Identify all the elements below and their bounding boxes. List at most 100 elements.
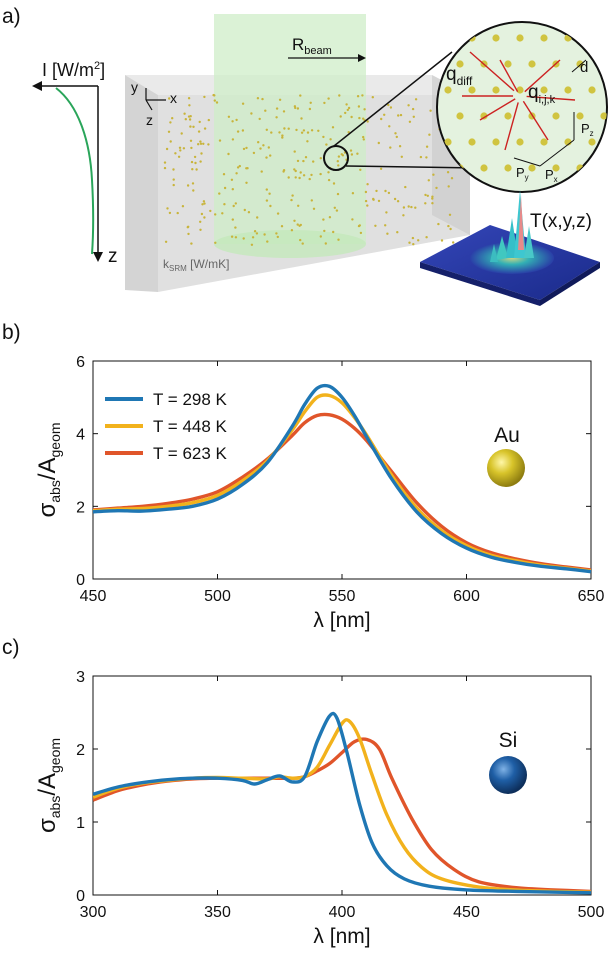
legend-entry: T = 623 K — [153, 444, 228, 463]
particle — [356, 152, 359, 155]
particle — [201, 203, 204, 206]
legend-entry: T = 448 K — [153, 417, 228, 436]
particle — [333, 206, 336, 209]
particle — [213, 94, 216, 97]
particle — [197, 143, 200, 146]
x-axis-label: λ [nm] — [313, 609, 370, 632]
particle — [388, 125, 391, 128]
lattice-particle — [504, 112, 512, 120]
particle — [282, 169, 286, 172]
lattice-particle — [468, 86, 476, 94]
particle — [281, 134, 284, 137]
particle — [275, 116, 278, 119]
particle — [199, 160, 202, 163]
particle — [308, 107, 312, 111]
particle — [262, 144, 265, 147]
particle — [258, 117, 261, 121]
particle — [190, 160, 194, 164]
particle — [344, 111, 347, 115]
x-tick-label: 300 — [80, 904, 107, 921]
particle — [241, 102, 245, 105]
particle — [310, 199, 313, 202]
particle — [296, 223, 299, 226]
particle — [235, 118, 238, 122]
particle — [252, 151, 256, 155]
series-line-298k — [93, 383, 591, 574]
particle — [351, 218, 354, 221]
particle — [270, 131, 273, 134]
particle — [398, 145, 402, 148]
particle — [299, 171, 302, 174]
particle — [428, 133, 431, 136]
particle — [306, 131, 310, 134]
particle — [231, 120, 234, 123]
particle — [337, 164, 340, 167]
particle — [232, 204, 235, 208]
particle — [193, 155, 197, 159]
intensity-profile: I [W/m2] z — [32, 60, 118, 267]
particle — [163, 166, 167, 170]
particle — [200, 212, 204, 216]
lattice-particle — [492, 86, 500, 94]
particle — [200, 152, 203, 155]
particle — [346, 108, 349, 112]
particle — [431, 202, 434, 205]
particle — [375, 189, 378, 193]
particle — [168, 97, 171, 100]
particle — [384, 189, 387, 193]
intensity-label: I [W/m2] — [42, 60, 105, 80]
particle — [238, 164, 241, 168]
material-label: Si — [499, 729, 518, 752]
particle — [450, 177, 454, 180]
particle — [357, 224, 361, 228]
y-tick-label: 2 — [76, 742, 85, 759]
particle — [227, 152, 230, 156]
particle — [190, 242, 193, 245]
particle — [192, 189, 195, 192]
particle — [178, 146, 182, 149]
lattice-particle — [528, 60, 536, 68]
py-label: Py — [516, 165, 529, 182]
particle — [189, 125, 192, 128]
particle — [432, 173, 435, 176]
thermal-conductivity-label: kSRM [W/mK] — [163, 257, 229, 273]
x-tick-label: 500 — [578, 904, 605, 921]
lattice-particle — [588, 138, 596, 146]
particle — [231, 188, 234, 191]
particle — [310, 129, 314, 132]
particle — [359, 231, 363, 235]
particle — [234, 226, 237, 229]
particle — [195, 168, 198, 171]
particle — [362, 135, 365, 139]
particle — [280, 225, 284, 228]
particle — [350, 115, 353, 119]
particle — [387, 191, 391, 195]
beam-radius-label: Rbeam — [292, 35, 332, 57]
particle — [172, 183, 175, 187]
particle — [402, 214, 405, 217]
series-line-448k — [93, 393, 591, 573]
particle — [242, 147, 246, 151]
particle — [340, 153, 343, 156]
particle — [290, 198, 293, 202]
particle — [231, 138, 235, 141]
particle — [296, 107, 300, 110]
particle — [294, 106, 297, 110]
particle — [179, 149, 182, 152]
particle — [187, 97, 191, 100]
legend-entry: T = 298 K — [153, 390, 228, 409]
panel-a: a) I [W/m2] z Rbeam — [2, 5, 608, 306]
lattice-particle — [588, 34, 596, 42]
particle — [322, 135, 325, 139]
particle — [241, 129, 245, 132]
lattice-particle — [552, 164, 560, 172]
particle — [347, 106, 351, 110]
particle — [214, 213, 217, 216]
particle — [359, 168, 362, 171]
particle — [364, 199, 368, 203]
y-tick-label: 6 — [76, 354, 85, 371]
particle — [339, 115, 342, 118]
particle — [312, 207, 316, 210]
heat-flux-arrow — [504, 102, 519, 151]
particle — [396, 231, 399, 234]
